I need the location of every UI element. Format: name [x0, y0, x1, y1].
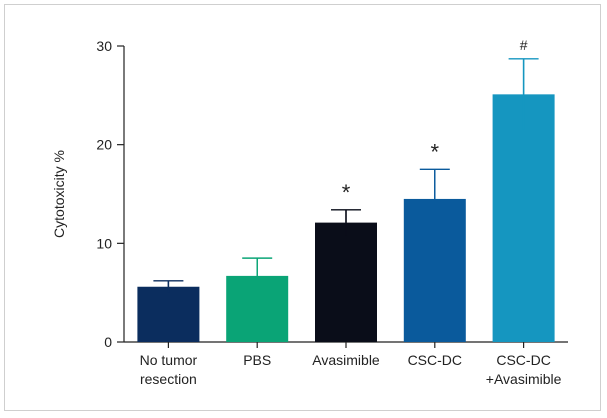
x-tick-label: +Avasimible	[486, 371, 562, 387]
x-tick-label: CSC-DC	[408, 352, 462, 368]
bars	[137, 94, 555, 342]
y-axis-title: Cytotoxicity %	[51, 150, 67, 238]
significance-marker: *	[342, 180, 351, 205]
significance-marker: *	[431, 139, 440, 164]
bar	[492, 94, 555, 342]
significance-marker: #	[520, 37, 528, 53]
x-tick-label: resection	[140, 371, 197, 387]
y-tick-label: 30	[96, 38, 112, 54]
x-tick-label: PBS	[243, 352, 271, 368]
bar	[137, 286, 200, 342]
y-axis: 0 10 20 30	[96, 38, 125, 350]
x-tick-label: No tumor	[140, 352, 198, 368]
y-tick-label: 0	[104, 334, 112, 350]
error-bars	[153, 58, 539, 294]
bar	[315, 222, 377, 342]
significance-markers: * * #	[342, 37, 528, 205]
y-tick-label: 10	[96, 235, 112, 251]
x-axis: No tumor resection PBS Avasimible CSC-DC CSC-…	[124, 341, 568, 387]
x-tick-label: Avasimible	[312, 352, 380, 368]
x-tick-label: CSC-DC	[496, 352, 550, 368]
y-tick-label: 20	[96, 137, 112, 153]
